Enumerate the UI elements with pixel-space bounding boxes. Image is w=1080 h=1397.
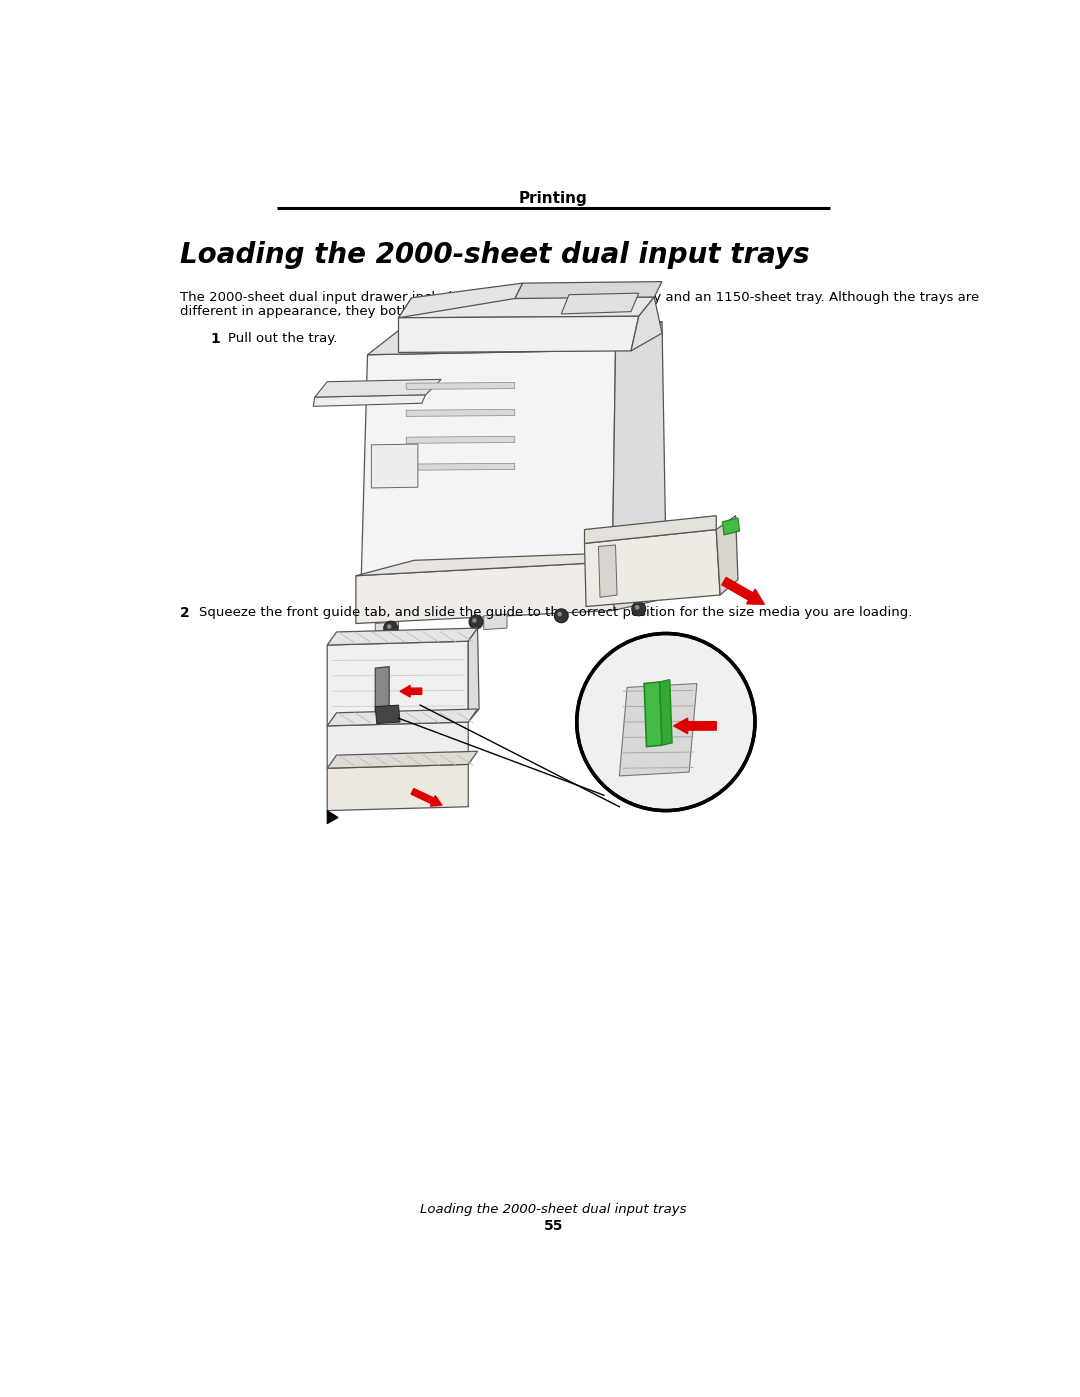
- FancyArrow shape: [411, 788, 442, 806]
- Polygon shape: [562, 293, 638, 314]
- Polygon shape: [484, 615, 507, 630]
- Polygon shape: [469, 629, 480, 722]
- Circle shape: [387, 624, 392, 629]
- Polygon shape: [367, 319, 662, 355]
- Polygon shape: [356, 550, 663, 576]
- Polygon shape: [406, 436, 515, 443]
- Polygon shape: [327, 764, 469, 810]
- Polygon shape: [375, 705, 400, 724]
- Polygon shape: [598, 545, 617, 598]
- Polygon shape: [327, 641, 469, 726]
- Polygon shape: [327, 752, 477, 768]
- Text: Squeeze the front guide tab, and slide the guide to the correct position for the: Squeeze the front guide tab, and slide t…: [199, 606, 912, 619]
- FancyArrow shape: [721, 577, 765, 605]
- Polygon shape: [362, 351, 616, 576]
- Polygon shape: [584, 529, 720, 606]
- Polygon shape: [644, 682, 662, 746]
- Circle shape: [557, 612, 562, 616]
- Polygon shape: [313, 395, 426, 407]
- Circle shape: [635, 605, 639, 609]
- Polygon shape: [356, 562, 613, 623]
- Polygon shape: [327, 708, 477, 726]
- Circle shape: [383, 622, 397, 636]
- Polygon shape: [314, 380, 441, 397]
- Polygon shape: [613, 550, 663, 610]
- Text: 55: 55: [543, 1218, 564, 1232]
- Polygon shape: [375, 622, 399, 637]
- Polygon shape: [327, 629, 477, 645]
- Circle shape: [632, 602, 646, 616]
- Text: different in appearance, they both load the same way.: different in appearance, they both load …: [180, 305, 543, 317]
- Polygon shape: [631, 298, 662, 351]
- Text: 1: 1: [211, 331, 220, 345]
- Polygon shape: [660, 680, 672, 745]
- Polygon shape: [399, 298, 654, 317]
- Polygon shape: [716, 515, 738, 595]
- Polygon shape: [406, 383, 515, 390]
- Polygon shape: [399, 316, 638, 352]
- FancyArrow shape: [674, 718, 716, 733]
- Text: The 2000-sheet dual input drawer includes two trays: an 850-sheet tray and an 11: The 2000-sheet dual input drawer include…: [180, 291, 980, 303]
- Polygon shape: [327, 722, 469, 768]
- Text: 2: 2: [180, 606, 190, 620]
- Polygon shape: [584, 515, 716, 543]
- Polygon shape: [515, 282, 662, 299]
- Polygon shape: [375, 666, 389, 712]
- Polygon shape: [406, 409, 515, 416]
- Polygon shape: [612, 321, 666, 560]
- Circle shape: [472, 617, 476, 623]
- Text: Pull out the tray.: Pull out the tray.: [228, 331, 337, 345]
- Circle shape: [577, 633, 755, 810]
- Polygon shape: [327, 810, 338, 824]
- Polygon shape: [406, 464, 515, 471]
- Text: Loading the 2000-sheet dual input trays: Loading the 2000-sheet dual input trays: [180, 240, 810, 268]
- Text: Printing: Printing: [519, 191, 588, 205]
- Polygon shape: [399, 284, 523, 317]
- Polygon shape: [372, 444, 418, 488]
- Circle shape: [469, 615, 483, 629]
- Text: Loading the 2000-sheet dual input trays: Loading the 2000-sheet dual input trays: [420, 1203, 687, 1217]
- Circle shape: [554, 609, 568, 623]
- Polygon shape: [619, 683, 697, 775]
- Polygon shape: [723, 518, 740, 535]
- FancyArrow shape: [400, 686, 422, 697]
